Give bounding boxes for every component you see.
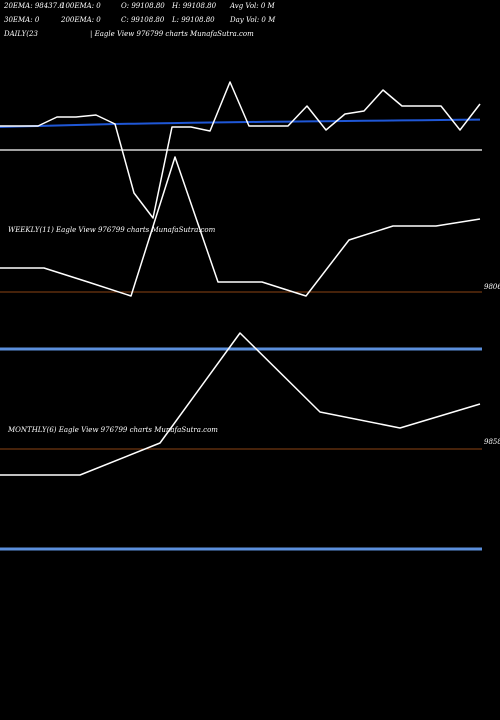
- ema20-value: 20EMA: 98437.6: [4, 2, 64, 10]
- ema100-value: 100EMA: 0: [61, 2, 101, 10]
- daily-ema-line: [0, 118, 481, 128]
- daily-price-line: [0, 81, 481, 219]
- ema30-value: 30EMA: 0: [4, 16, 40, 24]
- open-value: O: 99108.80: [121, 2, 165, 10]
- avg-vol-value: Avg Vol: 0 M: [230, 2, 275, 10]
- monthly-right-label: 9858: [484, 438, 500, 446]
- monthly-panel-title: MONTHLY(6) Eagle View 976799 charts Muna…: [8, 426, 218, 434]
- weekly-price-line: [0, 156, 481, 297]
- close-value: C: 99108.80: [121, 16, 165, 24]
- weekly-panel-title: WEEKLY(11) Eagle View 976799 charts Muna…: [8, 226, 216, 234]
- ema200-value: 200EMA: 0: [61, 16, 101, 24]
- weekly-right-label: 9806: [484, 283, 500, 291]
- daily-panel-caption: | Eagle View 976799 charts MunafaSutra.c…: [90, 30, 254, 38]
- day-vol-value: Day Vol: 0 M: [230, 16, 276, 24]
- daily-panel-title: DAILY(23: [4, 30, 38, 38]
- monthly-price-line: [0, 332, 481, 476]
- high-value: H: 99108.80: [172, 2, 217, 10]
- low-value: L: 99108.80: [172, 16, 215, 24]
